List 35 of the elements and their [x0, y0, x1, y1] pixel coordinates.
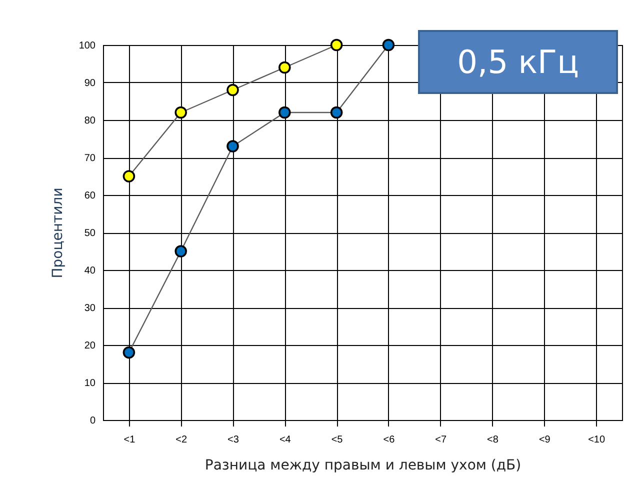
point — [278, 61, 291, 74]
x-tick-label: <4 — [279, 434, 292, 446]
y-tick-label: 70 — [84, 153, 96, 164]
point — [122, 170, 136, 182]
x-axis-title: Разница между правым и левым ухом (дБ) — [204, 458, 522, 474]
point — [382, 38, 395, 52]
point — [330, 38, 343, 52]
point — [174, 245, 187, 258]
point — [122, 346, 136, 359]
point — [226, 140, 239, 152]
y-tick-label: 40 — [84, 266, 96, 276]
y-tick-label: 90 — [84, 78, 96, 89]
y-tick-label: 60 — [84, 190, 96, 202]
y-tick-label: 80 — [84, 116, 96, 126]
y-tick-label: 30 — [84, 303, 96, 314]
y-tick-label: 100 — [78, 40, 96, 52]
x-tick-label: <3 — [228, 434, 240, 446]
x-tick-label: <10 — [588, 434, 606, 446]
y-tick-label: 20 — [84, 340, 96, 352]
x-tick-label: <8 — [487, 434, 499, 446]
point — [278, 106, 291, 119]
point — [226, 84, 239, 96]
x-tick-label: <9 — [538, 434, 551, 446]
y-tick-label: 50 — [84, 228, 96, 239]
point — [330, 106, 343, 119]
y-axis-title: Процентили — [50, 188, 66, 278]
y-tick-label: 10 — [84, 378, 96, 389]
label-box: 0,5 кГц — [418, 30, 618, 94]
point — [174, 106, 187, 119]
x-tick-label: <2 — [176, 434, 188, 446]
y-tick-label: 0 — [90, 416, 96, 426]
x-tick-label: <6 — [383, 434, 396, 446]
x-tick-label: <5 — [331, 434, 344, 446]
x-tick-label: <1 — [124, 434, 136, 446]
x-tick-label: <7 — [435, 434, 447, 446]
